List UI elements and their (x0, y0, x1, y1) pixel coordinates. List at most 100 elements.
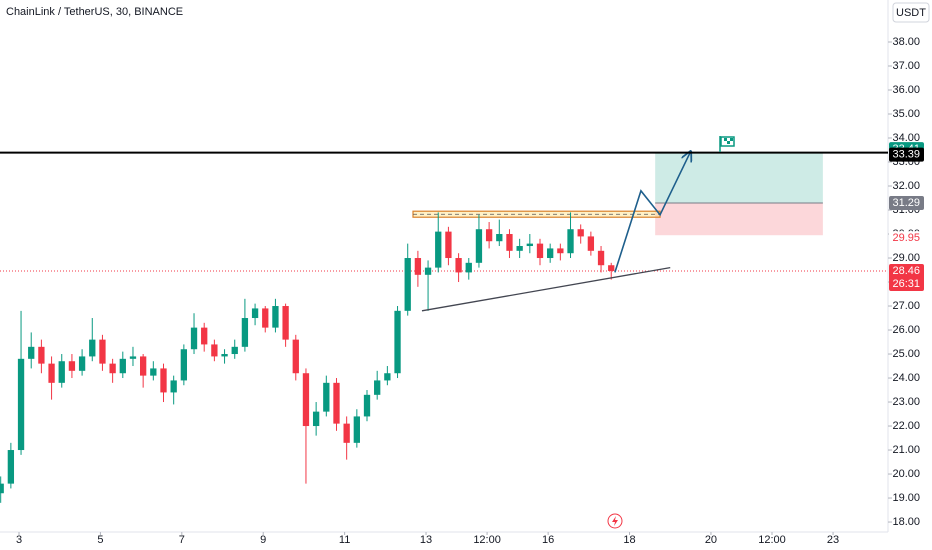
candle-body (211, 344, 218, 357)
candle-body (139, 356, 147, 376)
y-tick-label: 29.00 (892, 252, 920, 264)
y-tick-label: 26.00 (892, 324, 920, 336)
candle-body (58, 361, 65, 383)
x-tick-label: 11 (339, 534, 350, 546)
x-tick-label: 3 (16, 534, 22, 546)
flag-icon (719, 136, 735, 152)
currency-label[interactable]: USDT (896, 7, 926, 19)
x-tick-label: 5 (97, 534, 103, 546)
candle-body (99, 339, 106, 364)
candle-body (404, 258, 411, 311)
candle-body (272, 306, 279, 328)
candle-body (180, 349, 188, 381)
y-tick-label: 34.00 (892, 132, 920, 144)
candle-body (567, 229, 574, 254)
candle-body (343, 423, 350, 443)
candle-body (201, 327, 208, 345)
candle-body (221, 354, 228, 357)
candle-body (68, 361, 76, 371)
countdown-label: 26:31 (892, 278, 920, 290)
candle-body (262, 308, 269, 328)
y-tick-label: 27.00 (892, 300, 920, 312)
y-tick-label: 23.00 (892, 396, 920, 408)
candle-body (292, 339, 299, 374)
candle-body (516, 246, 523, 251)
candle-body (536, 243, 544, 259)
y-tick-label: 25.00 (892, 348, 920, 360)
currency-button[interactable] (892, 2, 930, 23)
candle-body (374, 380, 381, 395)
y-tick-label: 24.00 (892, 372, 920, 384)
trend-line (421, 266, 671, 312)
candle-body (424, 267, 432, 275)
x-tick-label: 12:00 (758, 534, 786, 546)
stop-label-bg (889, 231, 924, 246)
y-tick-label: 18.00 (892, 516, 920, 528)
hline-label: 33.39 (892, 149, 920, 161)
candle-body (414, 258, 422, 275)
candle-body (323, 382, 330, 412)
candle-body (109, 363, 116, 374)
candle-body (577, 229, 584, 237)
x-tick-label: 20 (705, 534, 717, 546)
candle-body (547, 248, 554, 259)
candle-body (302, 373, 310, 427)
y-tick-label: 36.00 (892, 84, 920, 96)
y-tick-label: 20.00 (892, 468, 920, 480)
y-tick-label: 21.00 (892, 444, 920, 456)
x-tick-label: 23 (827, 534, 839, 546)
candle-body (363, 394, 371, 417)
candle-body (445, 231, 452, 259)
candle-body (597, 250, 605, 266)
candle-body (89, 339, 96, 357)
candle-body (282, 306, 289, 340)
hline-label-bg (889, 147, 924, 162)
candle-body (241, 318, 249, 347)
entry-label-bg (889, 196, 924, 211)
loss-zone (655, 203, 823, 236)
x-tick-label: 18 (623, 534, 635, 546)
projection-arrow (614, 152, 690, 273)
x-tick-label: 13 (420, 534, 432, 546)
candle-body (0, 483, 4, 494)
x-tick-label: 12:00 (473, 534, 501, 546)
entry-label: 31.29 (892, 197, 920, 209)
last-price-label: 28.46 (892, 265, 920, 277)
stop-label: 29.95 (892, 232, 920, 244)
candle-body (28, 346, 35, 359)
chart-title: ChainLink / TetherUS, 30, BINANCE (6, 6, 183, 18)
candle-body (190, 327, 198, 350)
candle-body (17, 358, 25, 451)
x-tick-label: 9 (260, 534, 266, 546)
candle-body (506, 234, 513, 251)
y-tick-label: 38.00 (892, 36, 920, 48)
candle-body (38, 346, 45, 364)
candle-body (353, 416, 360, 443)
candle-body (465, 262, 472, 273)
y-tick-label: 37.00 (892, 60, 920, 72)
y-tick-label: 32.00 (892, 180, 920, 192)
candle-body (485, 229, 493, 242)
y-tick-label: 35.00 (892, 108, 920, 120)
candle-body (78, 356, 86, 371)
candle-body (170, 380, 177, 393)
candle-body (608, 265, 615, 271)
alert-icon[interactable] (607, 513, 623, 529)
candle-body (251, 308, 259, 319)
candle-body (384, 373, 391, 381)
candle-body (435, 231, 442, 268)
last-price-bg (889, 263, 924, 291)
candle-body (557, 248, 564, 254)
candle-body (394, 310, 401, 374)
candle-body (496, 234, 503, 242)
candle-body (129, 356, 137, 359)
y-tick-label: 19.00 (892, 492, 920, 504)
candle-body (587, 236, 595, 251)
candle-body (455, 258, 462, 273)
candle-body (48, 363, 55, 383)
x-tick-label: 16 (542, 534, 554, 546)
candle-body (312, 411, 320, 427)
candle-body (231, 346, 238, 355)
